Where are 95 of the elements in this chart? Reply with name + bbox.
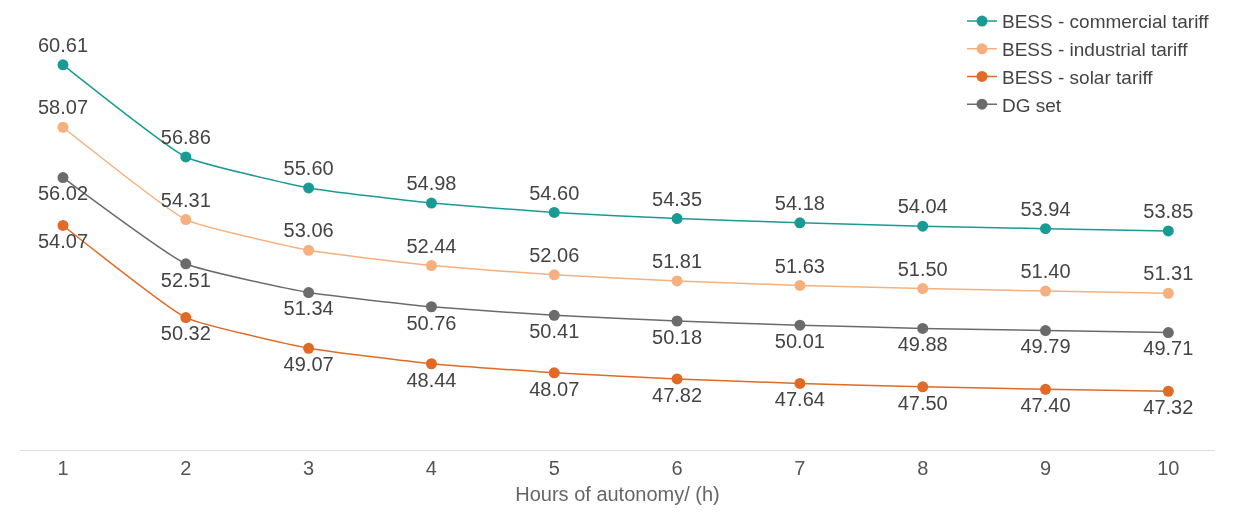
data-label: 51.50 [897, 257, 948, 280]
point [671, 213, 683, 225]
point [917, 322, 929, 334]
x-tick-label: 5 [548, 457, 560, 479]
x-tick-label: 3 [303, 457, 315, 479]
data-label: 50.01 [774, 330, 825, 353]
data-label: 47.40 [1020, 394, 1071, 417]
point [671, 275, 683, 287]
data-label: 50.41 [529, 320, 580, 343]
point [1162, 287, 1174, 299]
point [303, 182, 315, 194]
point [917, 381, 929, 393]
point [548, 309, 560, 321]
point [180, 312, 192, 324]
legend-label: BESS - commercial tariff [1002, 11, 1210, 33]
data-label: 58.07 [37, 96, 89, 119]
x-tick-label: 4 [425, 457, 437, 479]
data-label: 51.63 [774, 254, 825, 277]
data-label: 54.31 [160, 188, 211, 211]
data-label: 47.32 [1143, 396, 1194, 419]
data-label: 53.06 [283, 219, 334, 242]
point [794, 319, 806, 331]
x-tick-label: 1 [57, 457, 69, 479]
point [303, 342, 315, 354]
x-tick-label: 6 [671, 457, 683, 479]
point [1040, 325, 1052, 337]
point [1040, 285, 1052, 297]
data-label: 54.07 [37, 230, 89, 253]
data-label: 54.60 [529, 181, 580, 204]
data-label: 50.76 [406, 311, 457, 334]
data-label: 54.35 [652, 187, 703, 210]
data-label: 53.85 [1143, 200, 1194, 223]
data-label: 50.18 [652, 325, 703, 348]
point [917, 283, 929, 295]
data-label: 47.82 [652, 383, 703, 406]
point [671, 373, 683, 385]
data-label: 49.07 [283, 353, 334, 376]
data-label: 51.81 [652, 250, 703, 273]
x-tick-label: 2 [180, 457, 192, 479]
point [794, 377, 806, 389]
data-label: 48.07 [529, 377, 580, 400]
point [57, 121, 69, 133]
point [1040, 223, 1052, 235]
data-label: 56.86 [160, 126, 211, 149]
point [794, 217, 806, 229]
data-label: 60.61 [37, 33, 89, 56]
data-label: 50.32 [160, 322, 211, 345]
data-label: 56.02 [37, 182, 89, 205]
data-label: 53.94 [1020, 197, 1071, 220]
point [180, 151, 192, 163]
point [425, 301, 437, 313]
legend-label: DG set [1002, 94, 1062, 116]
point [180, 214, 192, 226]
data-label: 52.06 [529, 243, 580, 266]
legend-label: BESS - industrial tariff [1002, 39, 1189, 61]
legend-label: BESS - solar tariff [1002, 66, 1154, 88]
point [425, 358, 437, 370]
point [425, 197, 437, 209]
data-label: 52.51 [160, 268, 211, 291]
point [548, 206, 560, 218]
data-label: 52.44 [406, 234, 457, 257]
point [303, 244, 315, 256]
data-label: 49.79 [1020, 335, 1071, 358]
point [1162, 385, 1174, 397]
point [57, 172, 69, 184]
point [180, 258, 192, 270]
data-label: 51.34 [283, 297, 334, 320]
x-axis-title: Hours of autonomy/ (h) [515, 482, 720, 505]
data-label: 51.31 [1143, 262, 1194, 285]
point [425, 260, 437, 272]
point [794, 279, 806, 291]
data-label: 49.88 [897, 333, 948, 356]
point [671, 315, 683, 327]
data-label: 54.98 [406, 172, 457, 195]
point [548, 367, 560, 379]
point [303, 287, 315, 299]
data-label: 54.04 [897, 195, 948, 218]
point [57, 219, 69, 231]
x-tick-label: 9 [1039, 457, 1052, 479]
point [1040, 383, 1052, 395]
x-tick-label: 8 [917, 457, 929, 479]
data-label: 49.71 [1143, 337, 1194, 360]
point [1162, 225, 1174, 237]
point [917, 220, 929, 232]
data-label: 47.50 [897, 391, 948, 414]
data-label: 54.18 [774, 191, 825, 214]
data-label: 47.64 [774, 388, 825, 411]
point [57, 59, 69, 71]
point [548, 269, 560, 281]
data-label: 55.60 [283, 157, 334, 180]
x-tick-label: 10 [1157, 457, 1180, 479]
data-label: 51.40 [1020, 260, 1071, 283]
point [1162, 327, 1174, 339]
data-label: 48.44 [406, 368, 457, 391]
x-tick-label: 7 [794, 457, 806, 479]
